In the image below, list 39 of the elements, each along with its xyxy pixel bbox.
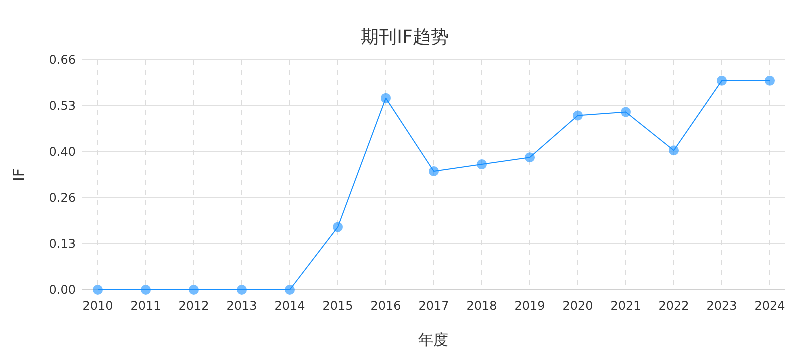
point — [669, 146, 679, 156]
x-tick-label: 2015 — [322, 299, 354, 313]
point — [141, 285, 151, 295]
point — [765, 76, 775, 86]
point — [477, 160, 487, 170]
x-tick-label: 2014 — [274, 299, 306, 313]
point — [285, 285, 295, 295]
x-tick-label: 2021 — [610, 299, 642, 313]
point — [333, 222, 343, 232]
point — [525, 152, 535, 163]
point — [237, 285, 247, 295]
y-tick-label: 0.53 — [49, 99, 76, 113]
point — [621, 107, 631, 118]
point — [429, 166, 439, 177]
x-tick-label: 2022 — [658, 299, 690, 313]
y-tick-label: 0.00 — [49, 283, 76, 297]
y-tick-label: 0.40 — [49, 145, 76, 159]
y-tick-label: 0.66 — [49, 53, 76, 67]
point — [93, 285, 103, 295]
x-tick-label: 2024 — [754, 299, 786, 313]
x-tick-label: 2018 — [466, 299, 498, 313]
point — [573, 110, 583, 121]
x-tick-label: 2020 — [562, 299, 594, 313]
y-axis-title: IF — [10, 168, 28, 182]
x-tick-label: 2019 — [514, 299, 546, 313]
y-tick-label: 0.26 — [49, 191, 76, 205]
point — [381, 93, 391, 104]
x-tick-label: 2017 — [418, 299, 450, 313]
x-tick-label: 2013 — [226, 299, 258, 313]
point — [189, 285, 199, 295]
x-tick-label: 2010 — [82, 299, 114, 313]
chart-title: 期刊IF趋势 — [361, 27, 449, 48]
x-tick-label: 2016 — [370, 299, 402, 313]
x-tick-label: 2023 — [706, 299, 738, 313]
x-tick-label: 2012 — [178, 299, 210, 313]
x-axis-title: 年度 — [418, 331, 448, 349]
y-tick-label: 0.13 — [49, 237, 76, 251]
x-tick-label: 2011 — [130, 299, 162, 313]
point — [717, 76, 727, 86]
